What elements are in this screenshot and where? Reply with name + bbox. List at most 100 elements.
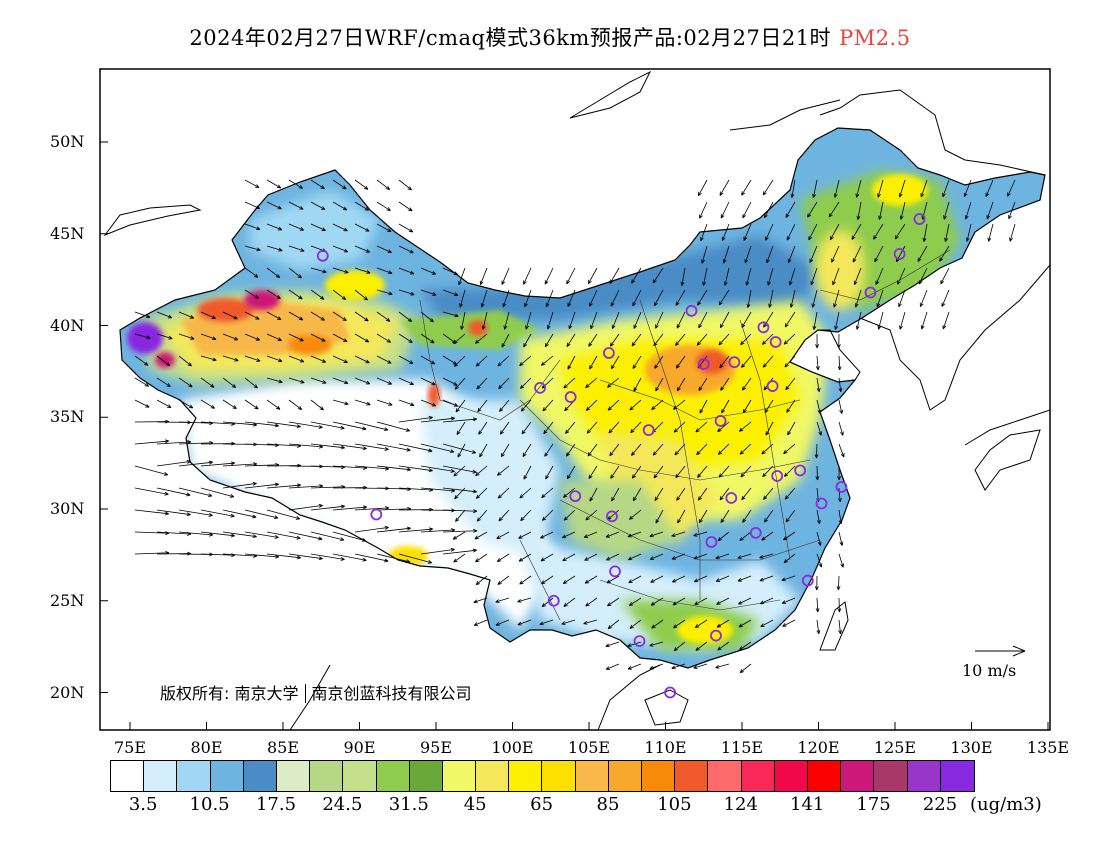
wind-arrow bbox=[838, 443, 845, 458]
wind-arrow bbox=[376, 333, 391, 343]
wind-arrow bbox=[310, 289, 325, 300]
wind-arrow bbox=[398, 201, 413, 212]
wind-arrow bbox=[719, 355, 730, 369]
wind-arrow bbox=[986, 201, 994, 220]
colorbar-unit: (ug/m3) bbox=[970, 794, 1042, 815]
wind-arrow bbox=[781, 597, 796, 604]
wind-arrow bbox=[498, 377, 510, 390]
wind-arrow bbox=[288, 201, 304, 210]
wind-arrow bbox=[354, 311, 369, 322]
colorbar-swatch bbox=[940, 761, 974, 791]
colorbar-swatch bbox=[310, 761, 344, 791]
wind-arrow bbox=[420, 377, 436, 386]
wind-arrow bbox=[627, 663, 642, 670]
wind-arrow bbox=[718, 465, 730, 478]
wind-arrow bbox=[500, 443, 510, 458]
city-marker bbox=[685, 304, 698, 317]
wind-arrow bbox=[717, 443, 730, 455]
wind-arrow bbox=[519, 377, 532, 389]
wind-arrow bbox=[698, 377, 708, 391]
wind-arrow bbox=[310, 223, 326, 231]
wind-arrow bbox=[631, 267, 642, 284]
wind-arrow bbox=[785, 377, 796, 391]
city-marker bbox=[609, 565, 621, 578]
wind-arrow bbox=[675, 333, 686, 346]
wind-arrow bbox=[481, 311, 488, 330]
colorbar-label: 124 bbox=[723, 794, 758, 815]
wind-arrow bbox=[442, 487, 477, 494]
wind-arrow bbox=[693, 531, 708, 537]
wind-arrow bbox=[583, 531, 598, 538]
wind-arrow bbox=[671, 663, 686, 670]
wind-arrow bbox=[631, 443, 642, 456]
wind-arrow bbox=[831, 245, 840, 263]
wind-arrow bbox=[332, 355, 348, 363]
wind-arrow bbox=[837, 597, 842, 613]
china-boundary bbox=[119, 127, 1046, 669]
wind-arrow bbox=[568, 311, 576, 330]
wind-arrow bbox=[332, 179, 347, 190]
lon-label: 100E bbox=[491, 738, 534, 757]
colorbar-label: 175 bbox=[856, 794, 891, 815]
wind-arrow bbox=[561, 619, 576, 625]
wind-arrow bbox=[244, 267, 259, 278]
wind-arrow bbox=[266, 245, 283, 252]
wind-arrow bbox=[761, 531, 774, 541]
wind-arrow bbox=[652, 443, 664, 456]
wind-arrow bbox=[442, 465, 477, 474]
wind-arrow bbox=[545, 465, 554, 480]
wind-arrow bbox=[699, 201, 708, 219]
wind-arrow bbox=[310, 377, 327, 384]
wind-arrow bbox=[717, 641, 730, 651]
wind-arrow bbox=[606, 553, 620, 561]
wind-arrow bbox=[442, 377, 458, 386]
wind-arrow bbox=[376, 421, 411, 432]
wind-arrow bbox=[376, 289, 393, 296]
wind-arrow bbox=[562, 575, 576, 584]
wind-arrow bbox=[786, 223, 796, 241]
wind-arrow bbox=[332, 377, 349, 385]
wind-arrow bbox=[420, 465, 455, 473]
wind-arrow bbox=[875, 267, 884, 285]
wind-arrow bbox=[761, 333, 774, 345]
wind-arrow bbox=[244, 399, 259, 410]
wind-arrow bbox=[675, 465, 686, 479]
wind-arrow bbox=[244, 179, 260, 189]
wind-arrow bbox=[919, 289, 928, 308]
wind-arrow bbox=[586, 421, 598, 434]
wind-arrow bbox=[761, 443, 774, 455]
wind-arrow bbox=[457, 443, 466, 458]
wind-arrow bbox=[442, 289, 459, 297]
wind-arrow bbox=[676, 487, 686, 501]
colorbar-swatch bbox=[144, 761, 178, 791]
wind-arrow bbox=[610, 289, 620, 307]
wind-arrow bbox=[763, 201, 774, 219]
wind-arrow bbox=[917, 245, 928, 262]
wind-arrow bbox=[940, 267, 950, 285]
colorbar-label: 65 bbox=[530, 794, 554, 815]
wind-arrow bbox=[156, 333, 173, 340]
wind-arrow bbox=[719, 179, 730, 196]
city-marker bbox=[316, 249, 329, 262]
wind-arrow bbox=[627, 553, 642, 561]
wind-arrow bbox=[589, 289, 598, 307]
wind-arrow bbox=[563, 597, 576, 607]
wind-arrow bbox=[288, 333, 304, 342]
colorbar-label: 225 bbox=[922, 794, 958, 815]
city-marker bbox=[642, 424, 655, 436]
wind-arrow bbox=[266, 421, 301, 429]
wind-arrow bbox=[332, 289, 347, 301]
wind-arrow bbox=[628, 575, 642, 584]
wind-arrow bbox=[700, 223, 708, 242]
wind-arrow bbox=[650, 575, 664, 583]
wind-arrow bbox=[718, 333, 730, 346]
wind-arrow bbox=[540, 553, 554, 562]
city-marker bbox=[835, 481, 848, 493]
wind-arrow bbox=[398, 527, 434, 533]
wind-arrow bbox=[633, 311, 642, 329]
wind-arrow bbox=[628, 597, 642, 606]
wind-arrow bbox=[873, 223, 884, 240]
wind-arrow bbox=[838, 421, 844, 436]
wind-arrow bbox=[354, 245, 371, 253]
wind-arrow bbox=[501, 333, 510, 348]
